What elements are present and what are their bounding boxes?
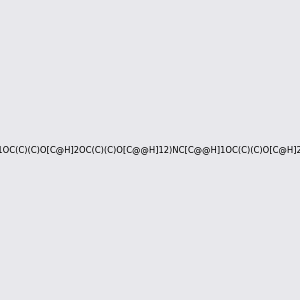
Text: O=S(=O)(OC[C@@H]1OC(C)(C)O[C@H]2OC(C)(C)O[C@@H]12)NC[C@@H]1OC(C)(C)O[C@H]2OC(C)(: O=S(=O)(OC[C@@H]1OC(C)(C)O[C@H]2OC(C)(C)… — [0, 146, 300, 154]
